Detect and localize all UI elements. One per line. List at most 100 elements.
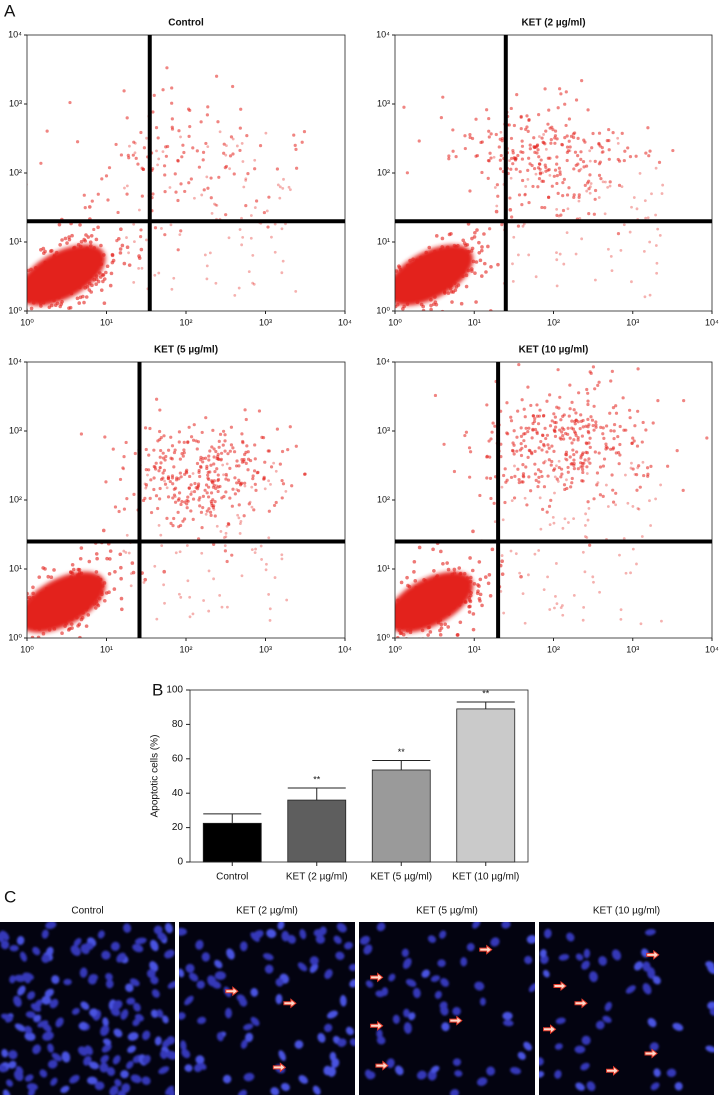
event-dot <box>30 635 35 638</box>
nucleus <box>39 1069 48 1078</box>
event-dot <box>574 252 578 256</box>
nucleus <box>216 1032 224 1042</box>
event-dot <box>634 154 638 158</box>
event-dot <box>636 507 640 510</box>
event-dot <box>545 450 549 454</box>
event-dot <box>37 331 41 335</box>
event-dot <box>380 649 384 653</box>
nucleus <box>197 1016 207 1025</box>
nucleus <box>427 935 437 943</box>
event-dot <box>527 200 531 205</box>
event-dot <box>536 484 540 489</box>
event-dot <box>19 301 23 305</box>
event-dot <box>231 137 235 141</box>
event-dot <box>650 192 653 196</box>
event-dot <box>244 417 248 422</box>
event-dot <box>208 251 212 255</box>
nucleus <box>439 930 447 939</box>
event-dot <box>202 599 205 602</box>
event-dot <box>541 171 544 175</box>
event-dot <box>503 500 507 505</box>
significance-label: ** <box>482 688 490 698</box>
event-dot <box>405 645 409 649</box>
event-dot <box>586 391 590 395</box>
nucleus <box>156 1009 164 1018</box>
nucleus <box>80 1001 90 1010</box>
event-dot <box>586 459 590 463</box>
event-dot <box>212 507 216 511</box>
event-dot <box>34 320 38 324</box>
event-dot <box>509 167 513 171</box>
event-dot <box>638 171 642 175</box>
event-dot <box>510 215 514 219</box>
event-dot <box>537 446 541 450</box>
event-dot <box>562 262 566 266</box>
event-dot <box>185 468 189 472</box>
event-dot <box>518 448 522 452</box>
event-dot <box>505 401 509 405</box>
event-dot <box>630 205 633 209</box>
event-dot <box>243 484 247 488</box>
event-dot <box>437 651 441 655</box>
event-dot <box>96 225 100 230</box>
nucleus <box>324 969 333 980</box>
nucleus <box>180 1040 187 1052</box>
event-dot <box>533 472 538 476</box>
event-dot <box>533 416 537 421</box>
event-dot <box>206 105 210 109</box>
event-dot <box>168 479 172 484</box>
event-dot <box>160 544 164 548</box>
event-dot <box>537 113 541 117</box>
event-dot <box>14 602 18 606</box>
event-dot <box>82 300 86 305</box>
event-dot <box>125 184 129 188</box>
event-dot <box>210 479 214 483</box>
event-dot <box>281 482 286 486</box>
event-dot <box>290 484 294 488</box>
event-dot <box>538 135 541 138</box>
nucleus <box>281 1082 290 1091</box>
event-dot <box>511 162 515 166</box>
nucleus <box>99 1062 109 1073</box>
nucleus <box>97 930 105 939</box>
nucleus <box>1 1013 12 1021</box>
nucleus <box>0 1065 7 1072</box>
event-dot <box>214 203 218 207</box>
nucleus <box>580 1062 590 1071</box>
event-dot <box>203 253 207 257</box>
event-dot <box>158 408 162 412</box>
event-dot <box>588 436 592 440</box>
event-dot <box>251 281 255 285</box>
event-dot <box>246 172 250 176</box>
event-dot <box>387 625 391 629</box>
event-dot <box>107 166 112 170</box>
event-dot <box>471 529 475 534</box>
nucleus <box>225 1007 232 1019</box>
event-dot <box>512 429 516 433</box>
event-dot <box>468 189 472 193</box>
event-dot <box>635 207 639 211</box>
event-dot <box>531 414 536 418</box>
event-dot <box>441 95 445 99</box>
event-dot <box>654 213 657 217</box>
event-dot <box>581 160 586 164</box>
event-dot <box>463 134 467 138</box>
event-dot <box>405 668 409 672</box>
event-dot <box>546 122 550 126</box>
event-dot <box>278 185 282 189</box>
event-dot <box>376 287 380 291</box>
nucleus <box>558 954 570 961</box>
event-dot <box>152 476 156 480</box>
event-dot <box>576 467 580 471</box>
event-dot <box>436 656 440 660</box>
nucleus <box>146 969 156 979</box>
nucleus <box>472 922 481 929</box>
event-dot <box>583 570 587 574</box>
event-dot <box>588 191 592 195</box>
event-dot <box>206 470 210 474</box>
event-dot <box>197 468 201 473</box>
event-dot <box>547 446 551 450</box>
event-dot <box>11 624 15 628</box>
nucleus <box>349 1038 355 1047</box>
event-dot <box>523 496 527 500</box>
